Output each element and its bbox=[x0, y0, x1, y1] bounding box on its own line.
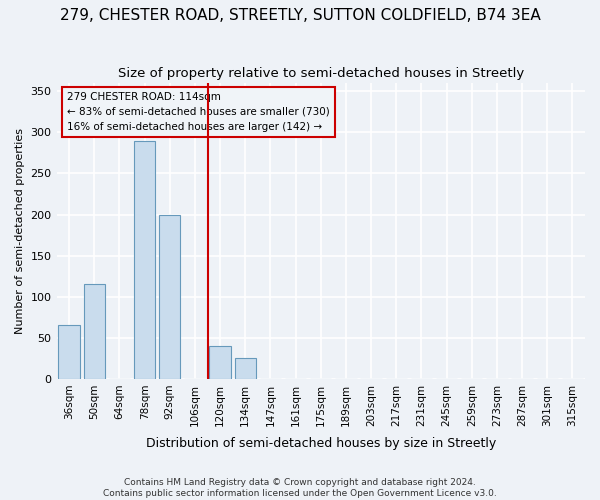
Bar bbox=[134, 140, 155, 379]
Bar bbox=[58, 326, 80, 379]
Text: 279, CHESTER ROAD, STREETLY, SUTTON COLDFIELD, B74 3EA: 279, CHESTER ROAD, STREETLY, SUTTON COLD… bbox=[59, 8, 541, 22]
X-axis label: Distribution of semi-detached houses by size in Streetly: Distribution of semi-detached houses by … bbox=[146, 437, 496, 450]
Title: Size of property relative to semi-detached houses in Streetly: Size of property relative to semi-detach… bbox=[118, 68, 524, 80]
Text: 279 CHESTER ROAD: 114sqm
← 83% of semi-detached houses are smaller (730)
16% of : 279 CHESTER ROAD: 114sqm ← 83% of semi-d… bbox=[67, 92, 330, 132]
Bar bbox=[159, 214, 181, 379]
Text: Contains HM Land Registry data © Crown copyright and database right 2024.
Contai: Contains HM Land Registry data © Crown c… bbox=[103, 478, 497, 498]
Bar bbox=[235, 358, 256, 379]
Bar bbox=[209, 346, 231, 379]
Y-axis label: Number of semi-detached properties: Number of semi-detached properties bbox=[15, 128, 25, 334]
Bar bbox=[83, 284, 105, 379]
